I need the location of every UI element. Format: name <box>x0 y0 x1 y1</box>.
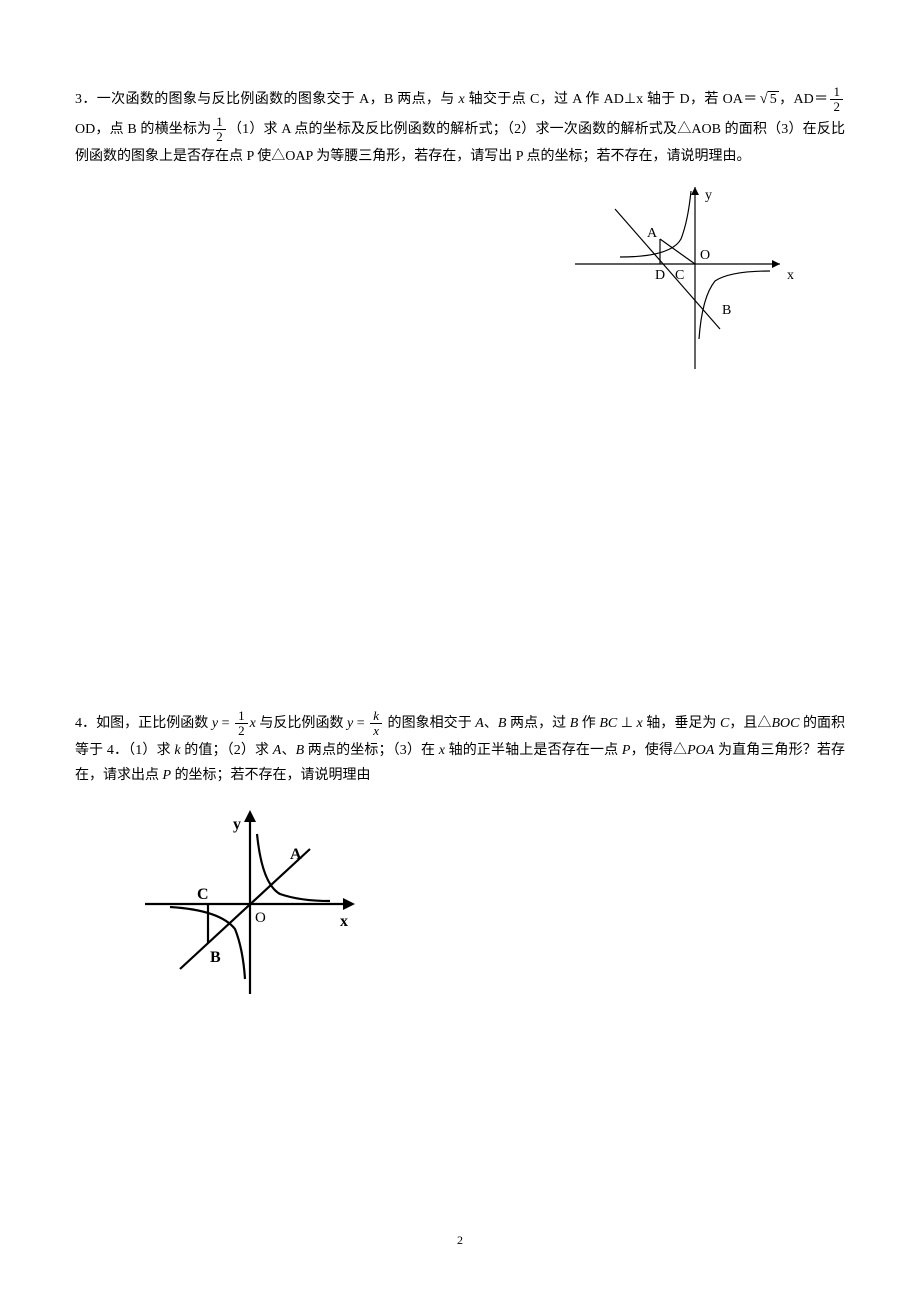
label-D: D <box>655 268 665 283</box>
pt-c: C <box>720 716 729 731</box>
figure-2: y x A O C B <box>135 804 845 1013</box>
text: OD，点 B 的横坐标为 <box>75 122 211 137</box>
sqrt-5: 5 <box>758 86 779 113</box>
pt-p: P <box>163 768 172 783</box>
figure-1-svg: y x A O D C B <box>565 179 805 379</box>
fraction-k-x: kx <box>370 709 382 739</box>
text: ，且△ <box>729 716 771 731</box>
text: 与反比例函数 <box>256 716 347 731</box>
label-C: C <box>197 886 209 903</box>
label-B: B <box>722 303 731 318</box>
problem-number: 3． <box>75 92 97 107</box>
text: 轴的正半轴上是否存在一点 <box>445 743 622 758</box>
problem-4-text: 4．如图，正比例函数 y = 12x 与反比例函数 y = kx 的图象相交于 … <box>75 709 845 789</box>
text: ，使得△ <box>630 743 687 758</box>
label-y: y <box>705 188 712 203</box>
label-A: A <box>290 846 302 863</box>
figure-2-svg: y x A O C B <box>135 804 365 1004</box>
label-B: B <box>210 949 221 966</box>
label-x: x <box>340 913 348 930</box>
sep: 、 <box>281 743 295 758</box>
text: 如图，正比例函数 <box>96 716 212 731</box>
equals: = <box>218 716 233 731</box>
problem-3: 3．一次函数的图象与反比例函数的图象交于 A，B 两点，与 x 轴交于点 C，过… <box>75 85 845 409</box>
label-C: C <box>675 268 684 283</box>
problem-4: 4．如图，正比例函数 y = 12x 与反比例函数 y = kx 的图象相交于 … <box>75 709 845 1013</box>
text: 作 <box>578 716 599 731</box>
text: 的坐标；若不存在，请说明理由 <box>171 768 371 783</box>
text: 的值；（2）求 <box>181 743 273 758</box>
problem-3-text: 3．一次函数的图象与反比例函数的图象交于 A，B 两点，与 x 轴交于点 C，过… <box>75 85 845 169</box>
text: ，AD＝ <box>779 92 829 107</box>
text: 轴交于点 C，过 A 作 AD⊥x 轴于 D，若 OA＝ <box>465 92 758 107</box>
fraction-half: 12 <box>213 115 226 145</box>
problem-number: 4． <box>75 716 96 731</box>
label-y: y <box>233 816 241 833</box>
equals: = <box>353 716 368 731</box>
text: 两点的坐标；（3）在 <box>304 743 439 758</box>
boc: BOC <box>771 716 799 731</box>
bc: BC <box>599 716 617 731</box>
text: 轴，垂足为 <box>643 716 720 731</box>
pt-a: A <box>475 716 484 731</box>
perp: ⊥ <box>617 716 636 731</box>
fraction-half: 12 <box>235 709 248 739</box>
label-O: O <box>255 910 266 926</box>
text: 的图象相交于 <box>384 716 475 731</box>
pt-b: B <box>296 743 305 758</box>
label-A: A <box>647 226 658 241</box>
pt-b: B <box>570 716 579 731</box>
figure-1: y x A O D C B <box>565 179 805 388</box>
poa: POA <box>687 743 714 758</box>
text: 一次函数的图象与反比例函数的图象交于 A，B 两点，与 <box>97 92 459 107</box>
page-number: 2 <box>457 1230 463 1252</box>
label-O: O <box>700 248 710 263</box>
fraction-half: 12 <box>830 85 843 115</box>
sep: 、 <box>484 716 498 731</box>
label-x: x <box>787 268 794 283</box>
text: 两点，过 <box>506 716 569 731</box>
